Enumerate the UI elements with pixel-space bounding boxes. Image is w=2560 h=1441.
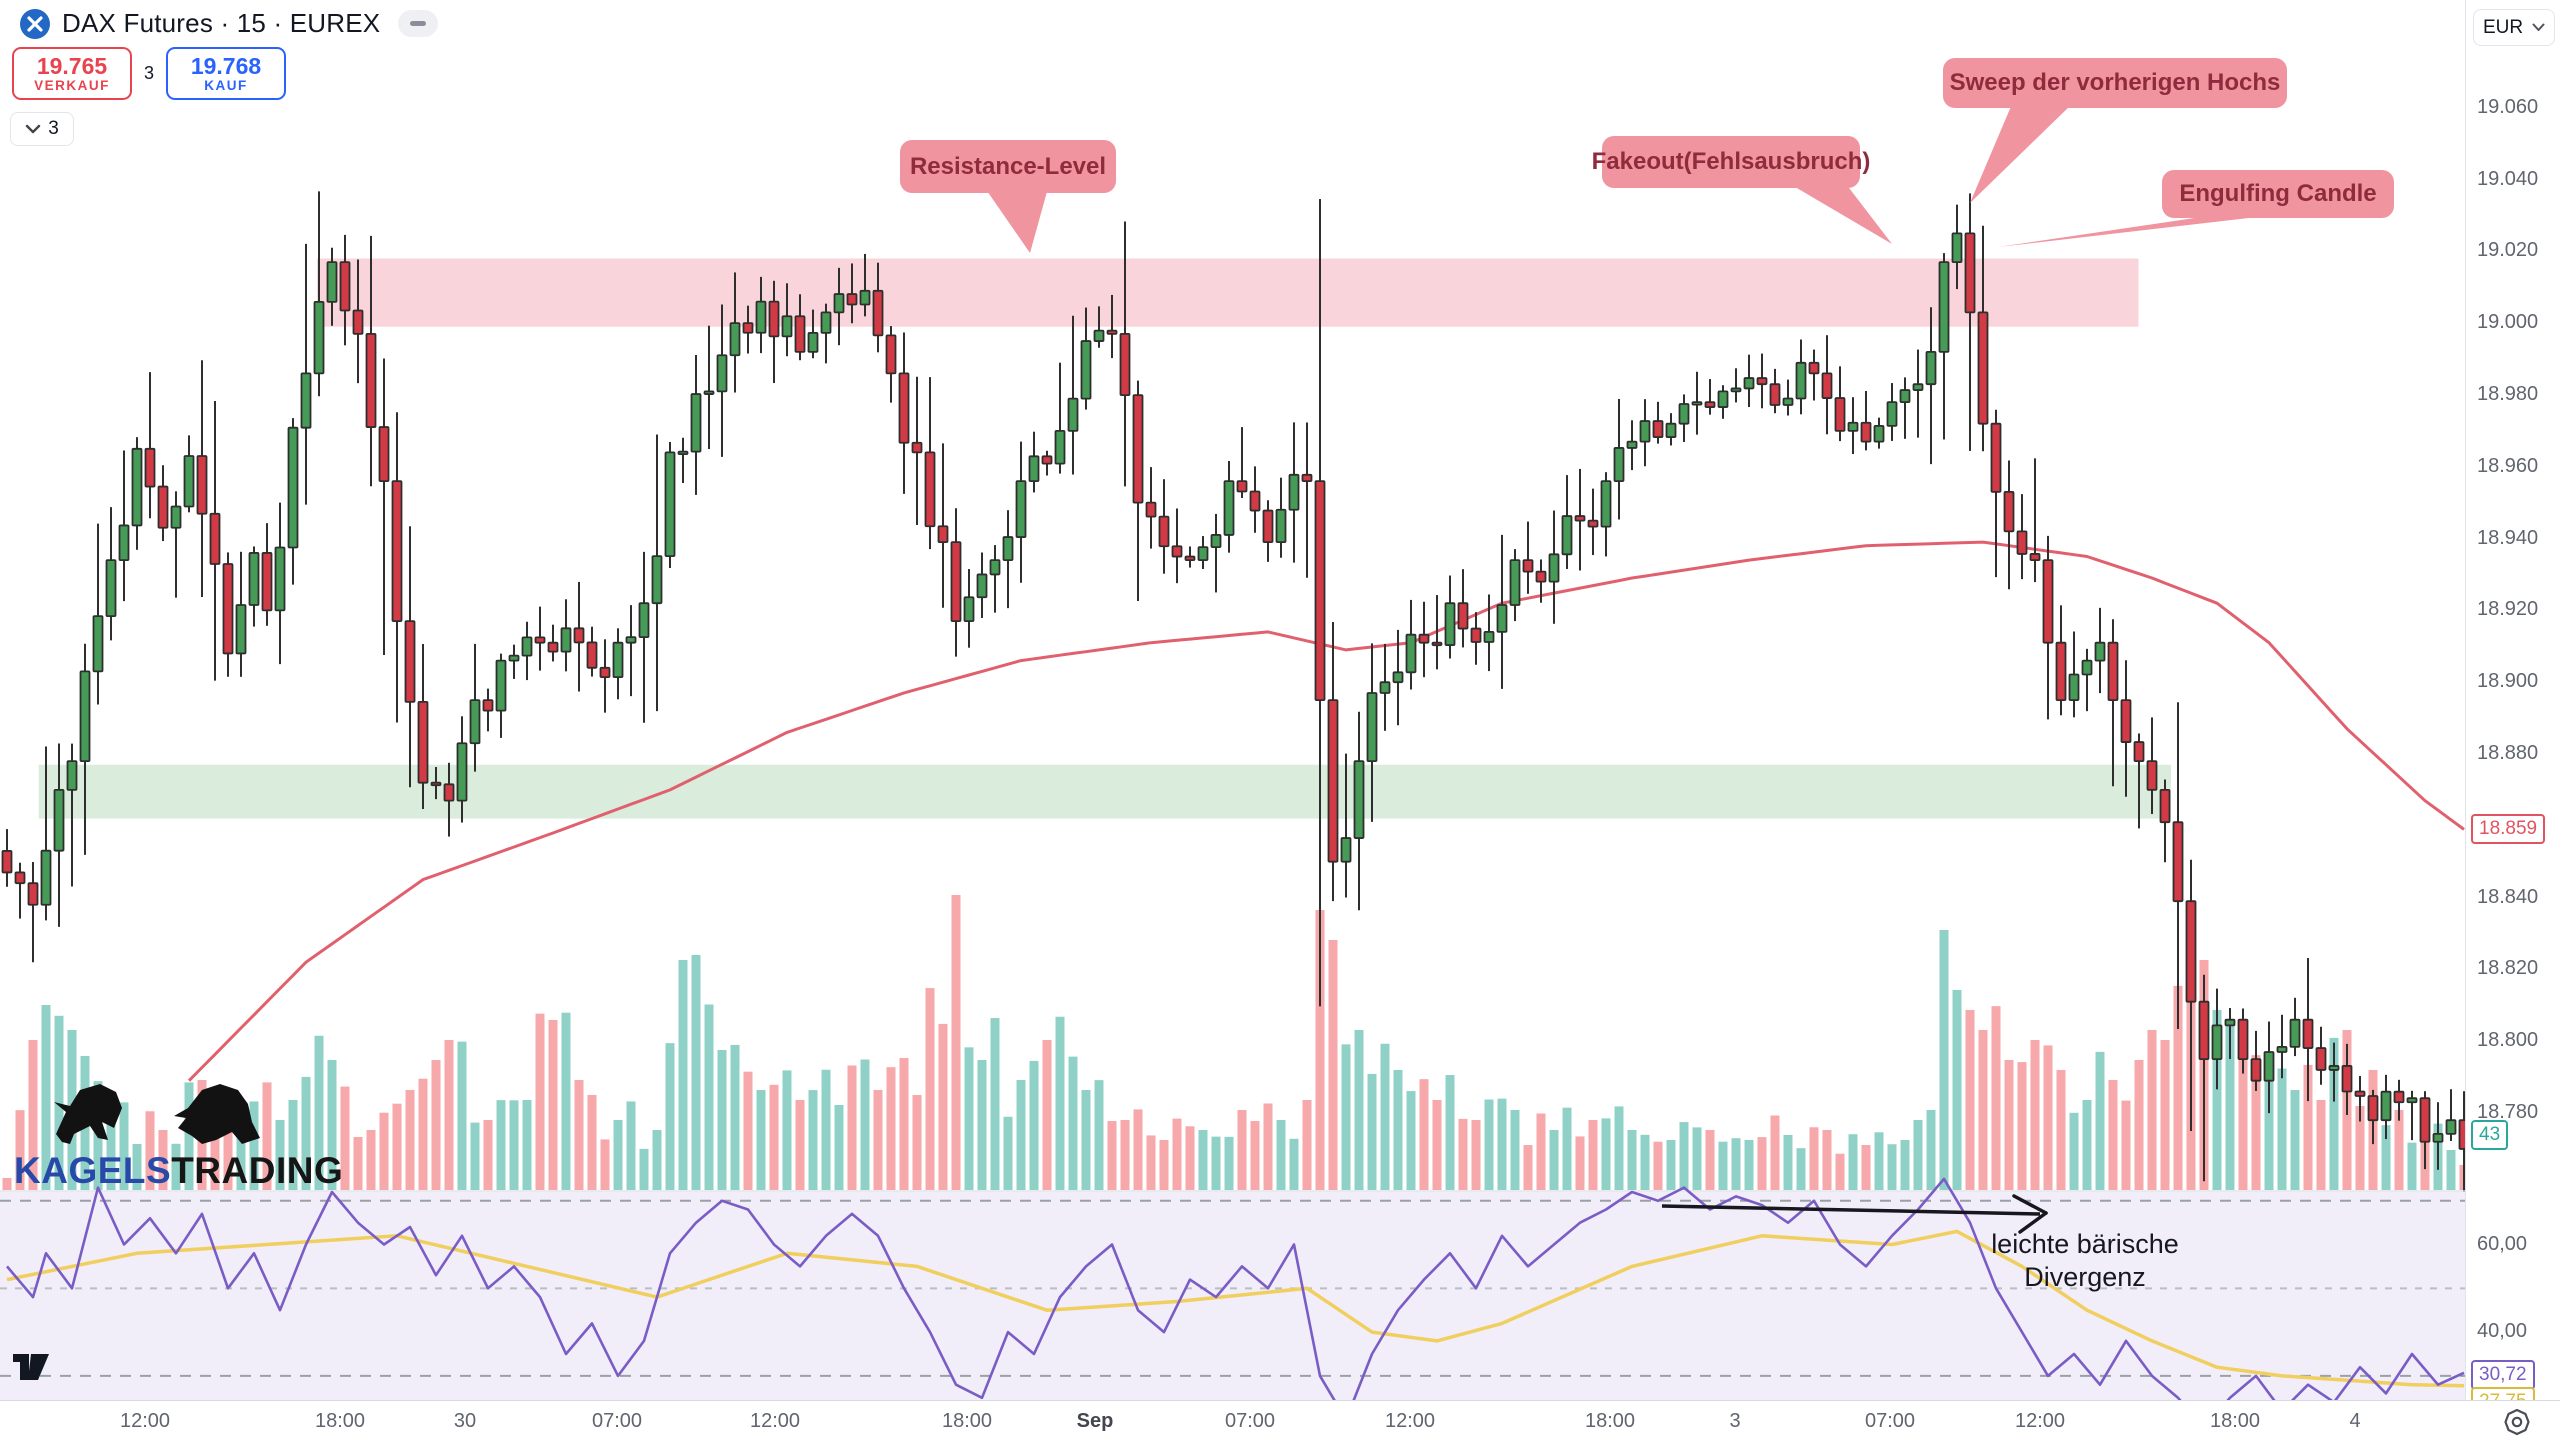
price-tick-label: 19.020 xyxy=(2477,239,2539,262)
buy-button[interactable]: 19.768 KAUF xyxy=(166,47,286,100)
price-axis[interactable]: 19.060 19.040 19.020 19.000 18.980 18.960 18.9… xyxy=(2465,0,2560,1417)
divergence-line1: leichte bärische xyxy=(1991,1229,2179,1259)
time-tick-label: 07:00 xyxy=(1224,1410,1276,1432)
volume-value-label: 43 xyxy=(2471,1120,2509,1150)
annotation-fakeout-text: Fakeout(Fehlsausbruch) xyxy=(1591,148,1871,175)
sell-label: VERKAUF xyxy=(34,77,110,93)
price-tick-label: 19.000 xyxy=(2477,311,2539,334)
sell-price: 19.765 xyxy=(36,52,108,79)
symbol-logo-icon[interactable] xyxy=(20,8,50,39)
price-tick-label: 18.920 xyxy=(2477,598,2539,621)
time-tick-label: 4 xyxy=(2349,1410,2361,1432)
time-tick-label: Sep xyxy=(1076,1410,1114,1432)
annotation-resistance-text: Resistance-Level xyxy=(909,152,1107,180)
price-tick-label: 18.780 xyxy=(2477,1101,2539,1123)
chevron-down-icon xyxy=(2532,23,2545,31)
time-tick-label: 18:00 xyxy=(941,1410,993,1432)
rsi-tick-label: 40,00 xyxy=(2477,1320,2528,1343)
currency-dropdown[interactable]: EUR xyxy=(2473,9,2555,46)
sell-button[interactable]: 19.765 VERKAUF xyxy=(12,47,132,100)
symbol-header: DAX Futures · 15 · EUREX xyxy=(20,8,439,39)
bull-icon xyxy=(54,1084,122,1144)
price-tick-label: 18.980 xyxy=(2477,382,2539,405)
annotation-sweep[interactable]: Sweep der vorherigen Hochs xyxy=(1943,58,2287,108)
annotation-engulfing[interactable]: Engulfing Candle xyxy=(2162,170,2394,218)
divergence-line2: Divergenz xyxy=(2024,1261,2146,1292)
buy-price: 19.768 xyxy=(190,52,262,79)
price-chart[interactable] xyxy=(0,0,2465,1400)
price-tick-label: 18.960 xyxy=(2477,454,2539,477)
chevron-down-icon xyxy=(26,124,41,134)
price-tick-label: 18.880 xyxy=(2477,741,2539,764)
time-tick-label: 3 xyxy=(1729,1410,1741,1432)
candles-count-dropdown[interactable]: 3 xyxy=(10,112,74,146)
kagels-trading-watermark: KAGELSTRADING xyxy=(14,1082,344,1192)
price-tick-label: 18.800 xyxy=(2477,1029,2539,1052)
time-tick-label: 12:00 xyxy=(2014,1410,2066,1432)
time-tick-label: 12:00 xyxy=(749,1410,801,1432)
spread-value: 3 xyxy=(143,63,154,83)
time-tick-label: 18:00 xyxy=(1584,1410,1636,1432)
currency-value: EUR xyxy=(2482,16,2524,38)
annotation-sweep-text: Sweep der vorherigen Hochs xyxy=(1949,69,2281,96)
time-tick-label: 30 xyxy=(453,1410,477,1432)
annotation-fakeout[interactable]: Fakeout(Fehlsausbruch) xyxy=(1592,136,1870,188)
time-tick-label: 18:00 xyxy=(2209,1410,2261,1432)
symbol-title[interactable]: DAX Futures · 15 · EUREX xyxy=(62,8,381,38)
price-tick-label: 19.060 xyxy=(2477,95,2539,118)
ma-price-label: 18.859 xyxy=(2471,814,2546,845)
rsi-tick-label: 60,00 xyxy=(2477,1232,2528,1255)
time-tick-label: 07:00 xyxy=(591,1410,643,1432)
price-tick-label: 18.940 xyxy=(2477,526,2539,549)
trade-buttons: 19.765 VERKAUF 3 19.768 KAUF xyxy=(12,47,286,100)
settings-gear-icon[interactable] xyxy=(2502,1407,2532,1437)
kagels-brand-text: KAGELSTRADING xyxy=(14,1150,344,1191)
price-tick-label: 18.900 xyxy=(2477,670,2539,693)
price-tick-label: 19.040 xyxy=(2477,167,2539,190)
annotation-divergence: leichte bärische Divergenz xyxy=(1955,1228,2215,1294)
rsi-value-label: 30,72 xyxy=(2471,1359,2535,1390)
buy-label: KAUF xyxy=(204,77,248,93)
price-tick-label: 18.840 xyxy=(2477,885,2539,908)
time-tick-label: 12:00 xyxy=(119,1410,171,1432)
price-tick-label: 18.820 xyxy=(2477,957,2539,980)
annotation-resistance-level[interactable]: Resistance-Level xyxy=(900,140,1116,193)
time-tick-label: 18:00 xyxy=(314,1410,366,1432)
annotation-engulfing-text: Engulfing Candle xyxy=(2179,180,2377,207)
tradingview-logo-icon[interactable] xyxy=(12,1346,52,1384)
time-tick-label: 07:00 xyxy=(1864,1410,1916,1432)
time-axis[interactable]: 12:00 18:00 30 07:00 12:00 18:00 Sep 07:00 12:00… xyxy=(0,1400,2560,1441)
bear-icon xyxy=(174,1084,260,1144)
minus-icon xyxy=(410,21,427,26)
minimize-button[interactable] xyxy=(398,10,439,37)
time-tick-label: 12:00 xyxy=(1384,1410,1436,1432)
candles-count-value: 3 xyxy=(48,118,59,139)
